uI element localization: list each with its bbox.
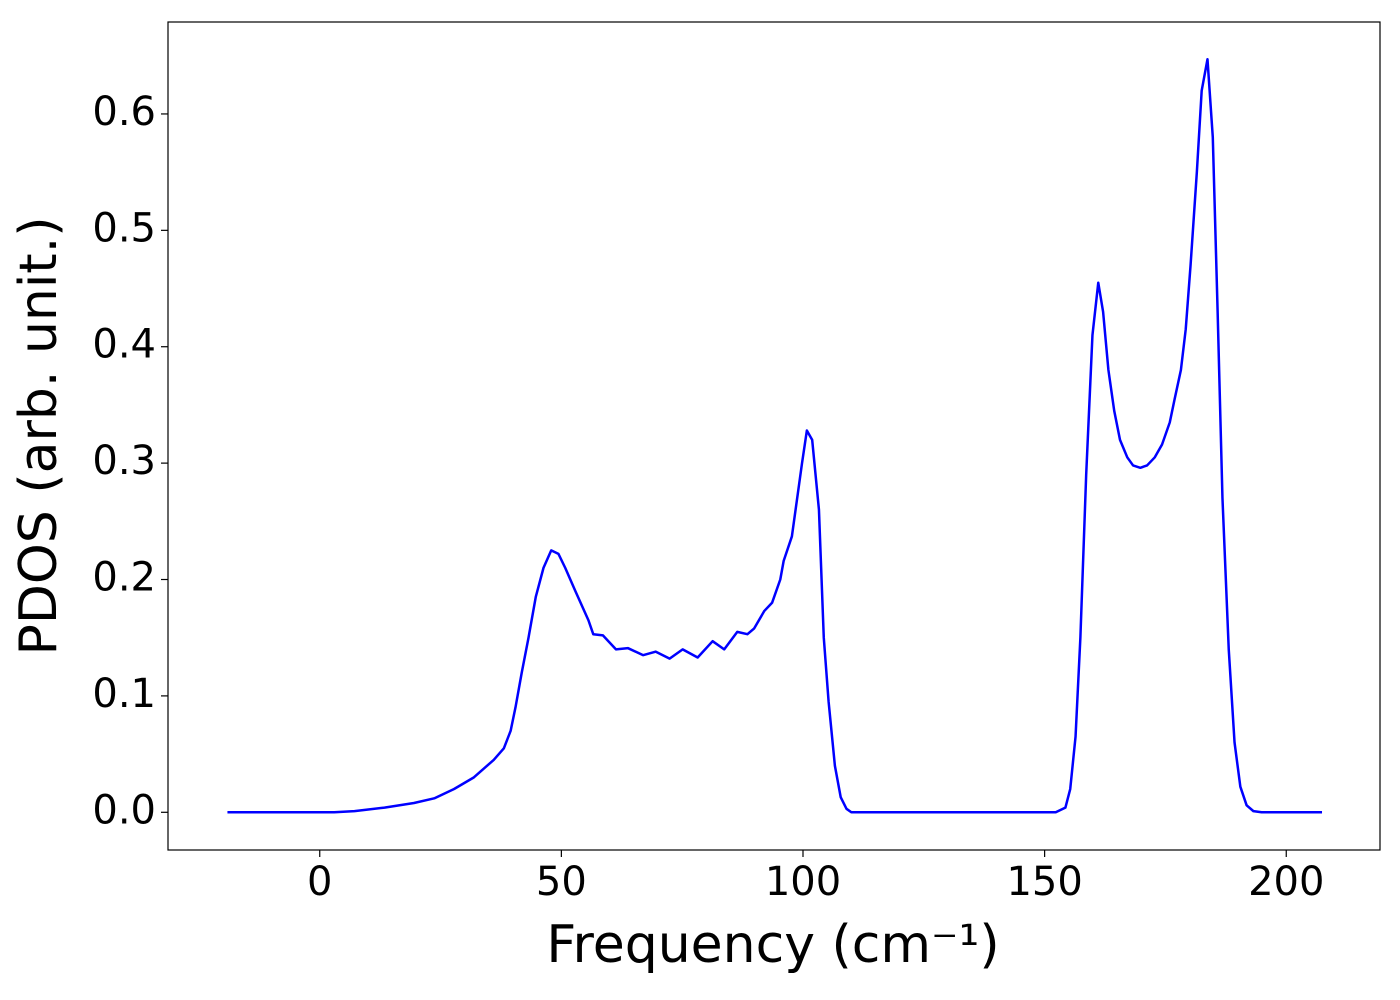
y-tick-label: 0.6 [92, 89, 156, 135]
x-tick-label: 50 [536, 859, 587, 905]
y-axis-label: PDOS (arb. unit.) [9, 216, 69, 655]
plot-frame [167, 21, 1381, 851]
y-tick-label: 0.5 [92, 205, 156, 251]
x-tick-label: 0 [307, 859, 332, 905]
x-tick-label: 200 [1248, 859, 1324, 905]
y-tick-label: 0.1 [92, 671, 156, 717]
x-tick-label: 100 [765, 859, 841, 905]
y-tick-label: 0.4 [92, 322, 156, 368]
data-line [227, 57, 1323, 814]
y-tick-label: 0.3 [92, 438, 156, 484]
y-tick-label: 0.0 [92, 787, 156, 833]
y-tick-label: 0.2 [92, 555, 156, 601]
x-tick-label: 150 [1006, 859, 1082, 905]
x-axis-label: Frequency (cm⁻¹) [546, 915, 999, 975]
